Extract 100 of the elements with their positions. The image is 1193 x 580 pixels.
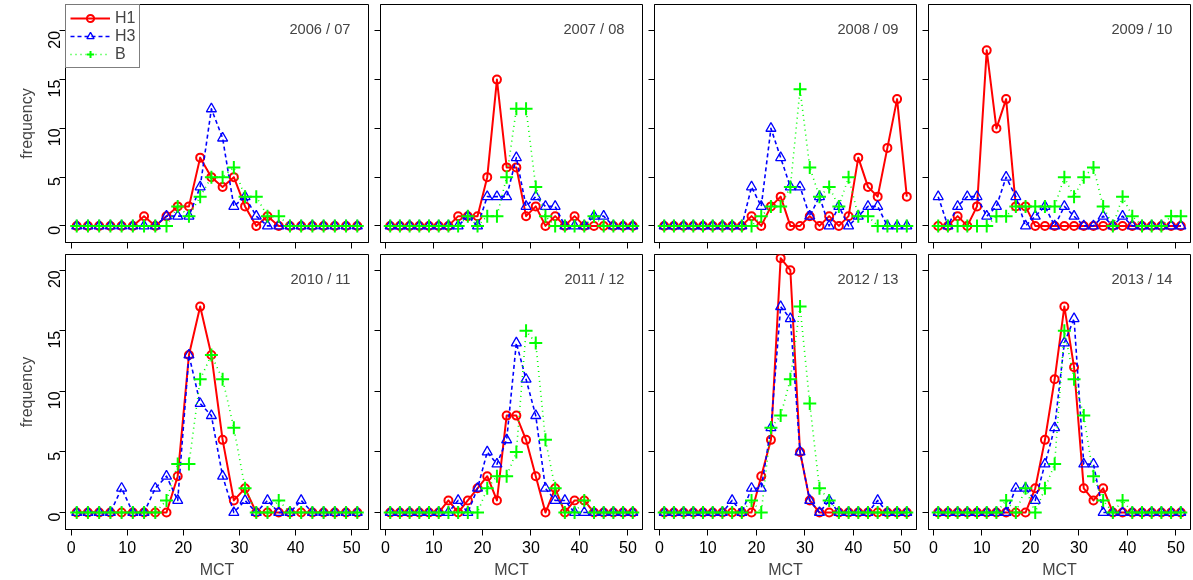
point	[1056, 323, 1072, 339]
x-tick-label: 50	[342, 538, 361, 556]
point	[550, 211, 561, 222]
point	[1029, 494, 1041, 504]
point	[842, 219, 855, 230]
point	[765, 434, 776, 445]
point	[499, 169, 515, 185]
x-tick-label: 50	[1167, 538, 1185, 556]
x-tick-label: 20	[473, 538, 492, 556]
point	[753, 505, 769, 521]
point	[891, 219, 903, 230]
point	[872, 191, 883, 202]
point	[951, 199, 964, 210]
point	[520, 199, 532, 210]
point	[1068, 209, 1080, 220]
point	[1097, 209, 1109, 220]
point	[520, 372, 532, 383]
point	[518, 323, 534, 339]
x-tick-label: 40	[1118, 538, 1137, 556]
x-tick-label: 30	[1070, 538, 1088, 556]
point	[1124, 208, 1140, 224]
point	[491, 190, 503, 201]
x-tick-label: 10	[424, 538, 443, 556]
legend-label: H1	[115, 9, 136, 27]
x-tick-label: 50	[893, 538, 911, 556]
point	[755, 199, 767, 210]
point	[843, 211, 854, 222]
text: 2007 / 08	[563, 20, 625, 37]
point	[521, 211, 532, 222]
point	[501, 433, 513, 444]
x-axis-title: MCT	[199, 560, 235, 578]
point	[482, 471, 493, 482]
point	[482, 172, 493, 183]
point	[990, 199, 1003, 210]
point	[1019, 219, 1032, 230]
text: 2013 / 14	[1111, 270, 1173, 287]
point	[1019, 481, 1032, 492]
x-tick-label: 50	[619, 538, 637, 556]
y-tick-label: 5	[46, 451, 64, 461]
point	[872, 494, 884, 504]
point	[1095, 198, 1111, 214]
point	[795, 220, 806, 231]
point	[1087, 457, 1100, 468]
point	[746, 507, 757, 518]
point	[833, 199, 845, 210]
point	[833, 220, 844, 231]
text: 2008 / 09	[837, 20, 899, 37]
point	[824, 211, 835, 222]
point	[568, 219, 581, 230]
point	[821, 492, 837, 508]
point	[744, 492, 760, 508]
y-tick-label: 5	[46, 177, 64, 187]
x-axis-title: MCT	[1042, 560, 1078, 578]
point	[443, 495, 454, 506]
point	[530, 409, 542, 420]
point	[841, 169, 857, 185]
point	[1115, 189, 1131, 205]
point	[501, 410, 512, 421]
x-tick-label: 30	[796, 538, 814, 556]
y-axis-title: frequency	[17, 88, 35, 159]
point	[860, 208, 876, 224]
point	[961, 190, 973, 201]
x-tick-label: 10	[118, 538, 137, 556]
x-tick-label: 20	[747, 538, 766, 556]
point	[971, 190, 983, 201]
x-tick-label: 40	[286, 538, 305, 556]
point	[1001, 94, 1012, 105]
point	[1039, 199, 1051, 210]
point	[1097, 506, 1109, 517]
legend-label: H3	[115, 27, 136, 45]
point	[765, 421, 777, 432]
point	[991, 123, 1002, 134]
point	[981, 209, 993, 220]
y-tick-label: 10	[46, 391, 64, 410]
text: 2010 / 11	[290, 270, 351, 287]
point	[539, 199, 552, 210]
point	[470, 505, 486, 521]
point	[452, 494, 464, 504]
y-tick-label: 20	[46, 30, 64, 49]
x-tick-label: 20	[1021, 538, 1040, 556]
point	[773, 198, 789, 214]
point	[588, 220, 599, 231]
point	[972, 201, 983, 212]
point	[1066, 189, 1082, 205]
point	[1115, 492, 1131, 508]
point	[1049, 374, 1060, 385]
point	[559, 494, 571, 504]
point	[782, 179, 798, 195]
point	[539, 481, 552, 492]
point	[537, 432, 553, 448]
point	[1068, 312, 1080, 323]
point	[862, 181, 873, 192]
point	[1039, 220, 1050, 231]
point	[1066, 371, 1082, 387]
point	[726, 494, 738, 504]
point	[1116, 209, 1129, 220]
point	[1069, 362, 1080, 373]
point	[1095, 492, 1111, 508]
point	[1078, 483, 1089, 494]
point	[1047, 198, 1063, 214]
